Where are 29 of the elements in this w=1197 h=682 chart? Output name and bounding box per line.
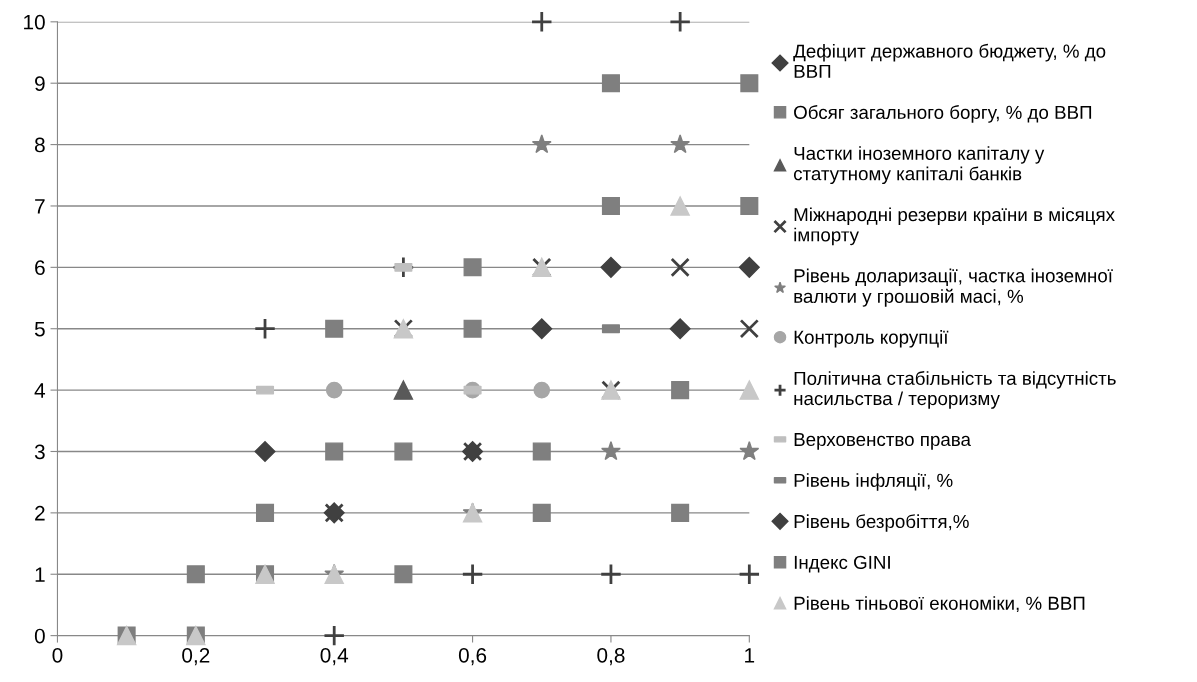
y-tick-label: 8	[34, 137, 45, 153]
y-tick-label: 6	[35, 260, 45, 276]
legend-label: Рівень доларизації, частка іноземної валюти у грошовій масі, %	[794, 268, 1113, 307]
y-tick-label: 5	[34, 321, 45, 337]
x-tick-label: 0,8	[597, 647, 625, 666]
y-tick-label: 1	[35, 567, 45, 582]
y-tick-label: 3	[34, 444, 45, 460]
x-tick-label: 0,6	[458, 647, 487, 666]
legend-label: Рівень тіньової економіки, % ВВП	[794, 596, 1085, 613]
y-tick-label: 10	[24, 14, 45, 30]
x-tick-label: 0,4	[320, 647, 349, 666]
legend-label: Дефіцит державного бюджету, % до ВВП	[793, 43, 1106, 78]
y-tick-label: 0	[34, 628, 45, 644]
legend-label: Політична стабільність та відсутність насильства / тероризму	[794, 371, 1116, 409]
y-tick-label: 2	[35, 505, 45, 521]
legend-label: Рівень інфляції, %	[794, 473, 953, 491]
legend-label: Обсяг загального боргу, % до ВВП	[794, 105, 1092, 123]
legend-label: Міжнародні резерви країни в місяцях імпорту	[794, 207, 1115, 246]
legend-label: Індекс GINI	[794, 555, 890, 573]
legend-label: Верховенство права	[794, 433, 971, 450]
y-tick-label: 9	[35, 76, 45, 91]
y-tick-label: 4	[34, 383, 46, 398]
x-tick-label: 0,2	[182, 647, 210, 666]
y-tick-label: 7	[35, 199, 45, 214]
x-tick-label: 0	[52, 647, 63, 663]
legend-label: Рівень безробіття,%	[794, 514, 969, 532]
x-tick-label: 1	[745, 648, 755, 663]
legend-label: Частки іноземного капіталу у статутному капіталі банків	[793, 146, 1045, 185]
legend-label: Контроль корупції	[794, 330, 949, 348]
